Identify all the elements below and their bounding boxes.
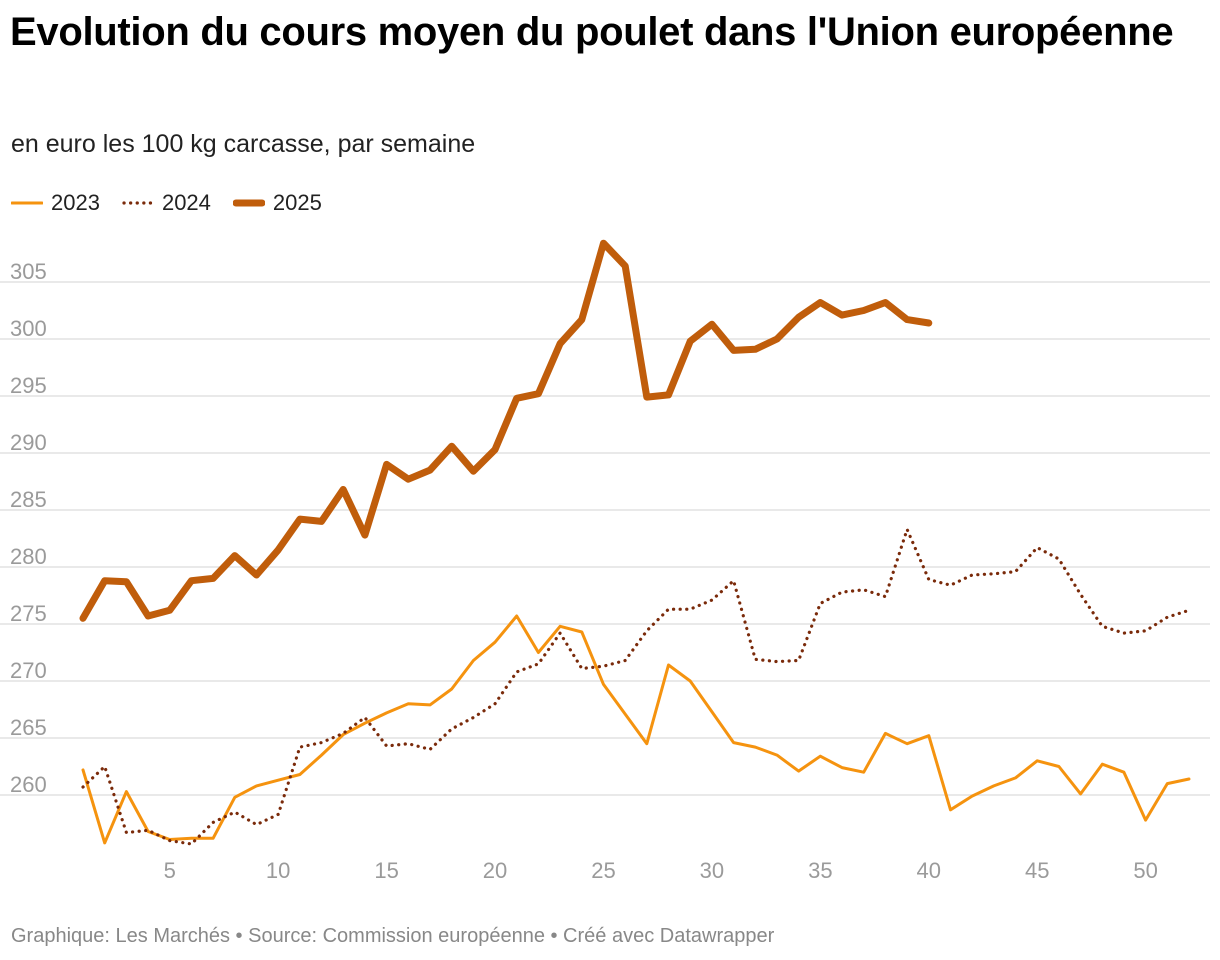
x-tick-label: 15	[374, 858, 398, 883]
chart-title: Evolution du cours moyen du poulet dans …	[10, 10, 1174, 54]
series-line-2023	[81, 614, 1191, 845]
legend-label-2025: 2025	[272, 190, 322, 215]
y-tick-label: 305	[10, 259, 47, 284]
series-line-2025	[79, 239, 933, 622]
y-tick-label: 280	[10, 544, 47, 569]
x-tick-label: 40	[917, 858, 941, 883]
x-tick-label: 35	[808, 858, 832, 883]
legend-label-2023: 2023	[51, 190, 100, 215]
y-tick-label: 275	[10, 601, 47, 626]
chart-subtitle: en euro les 100 kg carcasse, par semaine	[11, 130, 476, 158]
y-tick-label: 295	[10, 373, 47, 398]
chart-footer: Graphique: Les Marchés • Source: Commiss…	[11, 925, 775, 947]
x-tick-label: 30	[700, 858, 724, 883]
series-line-2024	[81, 527, 1191, 846]
y-tick-label: 260	[10, 772, 47, 797]
legend-swatch-2025	[232, 199, 265, 207]
x-tick-label: 25	[591, 858, 615, 883]
x-tick-label: 10	[266, 858, 290, 883]
y-gridlines	[0, 281, 1210, 796]
x-axis: 5 10 15 20 25 30 35 40 45 50	[164, 858, 1158, 883]
y-axis: 260 265 270 275 280 285 290 295 300 305	[10, 259, 47, 797]
legend-swatch-2024	[122, 201, 154, 205]
x-tick-label: 20	[483, 858, 507, 883]
x-tick-label: 50	[1133, 858, 1157, 883]
x-tick-label: 5	[164, 858, 176, 883]
y-tick-label: 290	[10, 430, 47, 455]
legend-item-2023: 2023	[11, 190, 100, 216]
legend: 2023 2024 2025	[11, 190, 344, 216]
y-tick-label: 270	[10, 658, 47, 683]
legend-swatch-2023	[11, 201, 43, 205]
x-tick-label: 45	[1025, 858, 1049, 883]
legend-item-2025: 2025	[232, 190, 322, 216]
y-tick-label: 300	[10, 316, 47, 341]
y-tick-label: 285	[10, 487, 47, 512]
legend-item-2024: 2024	[122, 190, 211, 216]
legend-label-2024: 2024	[161, 190, 211, 215]
y-tick-label: 265	[10, 715, 47, 740]
line-chart: 260 265 270 275 280 285 290 295 300 305 5 10 15 20 25 3…	[0, 239, 1210, 883]
